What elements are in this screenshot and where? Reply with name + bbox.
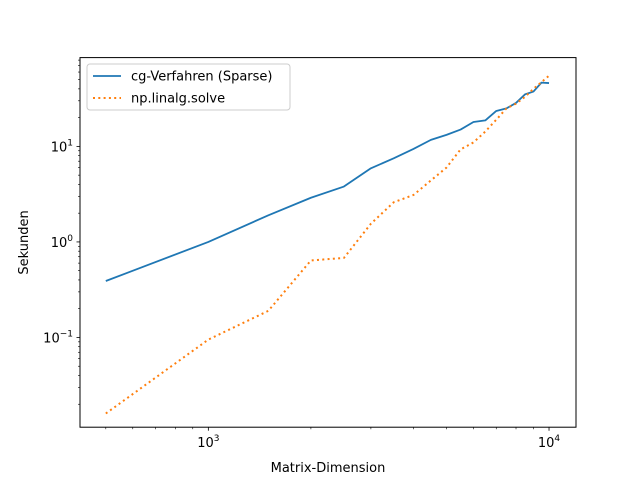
x-tick-label-exp-1: 3 — [214, 434, 220, 444]
y-tick-label-1: 10−1 — [43, 329, 73, 346]
legend: cg-Verfahren (Sparse) np.linalg.solve — [86, 63, 291, 111]
x-axis-label: Matrix-Dimension — [271, 461, 386, 476]
y-tick-label-3: 101 — [51, 138, 73, 155]
x-tick-label-base-2: 10 — [538, 436, 555, 451]
y-tick-label-exp-1: −1 — [60, 329, 73, 339]
y-tick-label-exp-3: 1 — [67, 138, 73, 148]
y-axis-label: Sekunden — [17, 210, 32, 274]
legend-label-1: cg-Verfahren (Sparse) — [131, 70, 273, 85]
legend-label-2: np.linalg.solve — [131, 92, 225, 107]
y-tick-label-base-2: 10 — [51, 236, 68, 251]
x-tick-label-2: 104 — [538, 434, 561, 451]
y-tick-label-2: 100 — [51, 234, 74, 251]
y-tick-label-exp-2: 0 — [67, 234, 73, 244]
y-tick-label-base-3: 10 — [51, 140, 68, 155]
x-tick-label-1: 103 — [197, 434, 219, 451]
x-tick-label-exp-2: 4 — [554, 434, 560, 444]
y-tick-label-base-1: 10 — [43, 331, 60, 346]
legend-box — [86, 63, 291, 111]
series-line-1 — [105, 81, 550, 282]
series-line-2 — [105, 74, 550, 415]
plot-lines — [105, 74, 550, 415]
plot-frame — [79, 57, 577, 428]
x-tick-label-base-1: 10 — [197, 436, 214, 451]
